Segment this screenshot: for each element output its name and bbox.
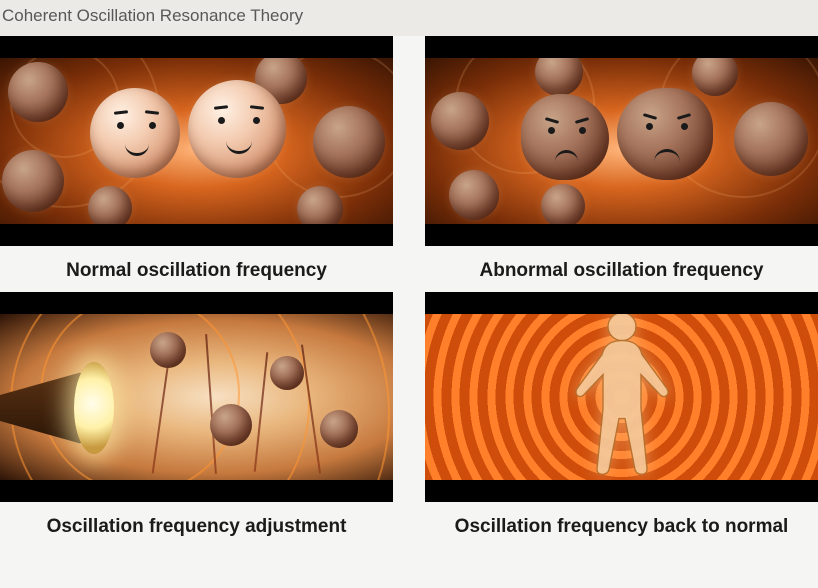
bg-cell bbox=[8, 62, 68, 122]
page-title: Coherent Oscillation Resonance Theory bbox=[0, 0, 818, 36]
letterbox bbox=[0, 292, 393, 314]
scene-device bbox=[0, 314, 393, 480]
bg-cell bbox=[734, 102, 808, 176]
letterbox bbox=[425, 36, 818, 58]
letterbox bbox=[425, 224, 818, 246]
small-cell bbox=[210, 404, 252, 446]
bg-cell bbox=[431, 92, 489, 150]
happy-cell bbox=[188, 80, 286, 178]
panel-normal: Normal oscillation frequency bbox=[0, 36, 393, 292]
panel-adjustment: Oscillation frequency adjustment bbox=[0, 292, 393, 548]
letterbox bbox=[425, 292, 818, 314]
face-smile bbox=[210, 105, 269, 159]
letterbox bbox=[0, 224, 393, 246]
panel-adjustment-frame bbox=[0, 292, 393, 502]
bg-cell bbox=[541, 184, 585, 228]
face-smile bbox=[110, 111, 164, 161]
happy-cell bbox=[90, 88, 180, 178]
panel-abnormal: Abnormal oscillation frequency bbox=[425, 36, 818, 292]
bg-cell bbox=[449, 170, 499, 220]
letterbox bbox=[0, 36, 393, 58]
panel-normal-frame bbox=[0, 36, 393, 246]
face-frown bbox=[638, 111, 696, 162]
panel-grid: Normal oscillation frequency bbox=[0, 36, 818, 548]
panel-normal-caption: Normal oscillation frequency bbox=[0, 246, 393, 292]
panel-abnormal-caption: Abnormal oscillation frequency bbox=[425, 246, 818, 292]
scene-human bbox=[425, 314, 818, 480]
device-lens bbox=[74, 362, 114, 454]
bg-cell bbox=[313, 106, 385, 178]
letterbox bbox=[425, 480, 818, 502]
sad-cell bbox=[521, 94, 609, 180]
panel-restored: Oscillation frequency back to normal bbox=[425, 292, 818, 548]
sad-cell bbox=[617, 88, 713, 180]
panel-restored-caption: Oscillation frequency back to normal bbox=[425, 502, 818, 548]
small-cell bbox=[150, 332, 186, 368]
human-figure-icon bbox=[557, 309, 687, 479]
panel-abnormal-frame bbox=[425, 36, 818, 246]
face-frown bbox=[540, 116, 593, 163]
panel-adjustment-caption: Oscillation frequency adjustment bbox=[0, 502, 393, 548]
scene-cells-sad bbox=[425, 58, 818, 224]
panel-restored-frame bbox=[425, 292, 818, 502]
small-cell bbox=[270, 356, 304, 390]
small-cell bbox=[320, 410, 358, 448]
letterbox bbox=[0, 480, 393, 502]
scene-cells-happy bbox=[0, 58, 393, 224]
bg-cell bbox=[2, 150, 64, 212]
